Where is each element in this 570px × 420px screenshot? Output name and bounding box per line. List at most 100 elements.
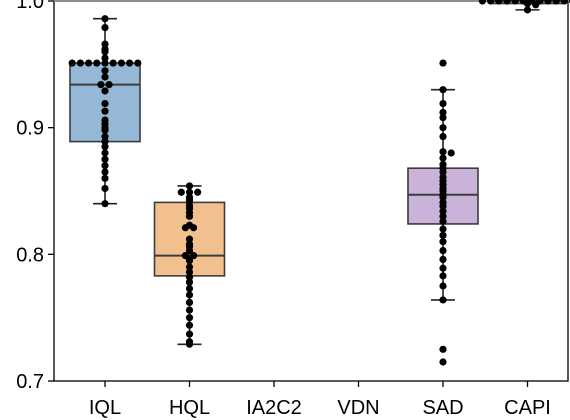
data-point bbox=[185, 188, 194, 196]
x-tick-label: CAPI bbox=[504, 397, 551, 419]
data-point bbox=[439, 296, 447, 304]
data-point bbox=[552, 0, 560, 5]
data-point bbox=[101, 54, 109, 62]
data-point bbox=[185, 268, 194, 276]
y-tick-label: 0.8 bbox=[16, 244, 44, 266]
data-point bbox=[101, 143, 109, 151]
data-point bbox=[185, 298, 194, 307]
data-point bbox=[101, 15, 109, 23]
y-tick-label: 0.9 bbox=[16, 118, 44, 140]
data-point bbox=[101, 59, 109, 67]
x-tick-label: IQL bbox=[89, 397, 121, 419]
data-point bbox=[185, 340, 194, 348]
data-point bbox=[544, 0, 552, 5]
box-group-capi bbox=[478, 0, 570, 14]
data-point bbox=[190, 224, 198, 232]
x-axis: IQL HQL IA2C2 VDN SAD CAPI bbox=[89, 381, 551, 419]
data-point bbox=[68, 59, 76, 67]
plot-frame bbox=[53, 0, 569, 382]
x-tick-label: SAD bbox=[422, 397, 463, 419]
data-point bbox=[439, 282, 447, 290]
data-point bbox=[101, 174, 109, 182]
data-point bbox=[185, 321, 194, 329]
data-point bbox=[439, 202, 447, 210]
data-point bbox=[439, 108, 447, 117]
data-point bbox=[439, 132, 447, 141]
x-tick-label: HQL bbox=[169, 397, 210, 419]
data-point bbox=[101, 149, 109, 157]
data-point bbox=[523, 0, 532, 8]
data-point bbox=[447, 149, 455, 157]
data-point bbox=[185, 235, 194, 243]
data-point bbox=[439, 217, 447, 225]
data-point bbox=[185, 273, 194, 281]
data-point bbox=[117, 59, 125, 67]
data-point bbox=[439, 113, 447, 122]
data-point bbox=[503, 0, 511, 5]
data-point bbox=[101, 126, 109, 134]
data-point bbox=[134, 59, 142, 67]
box-group-iql bbox=[68, 15, 142, 208]
data-point bbox=[439, 148, 447, 156]
data-point bbox=[185, 330, 194, 338]
x-tick-label: VDN bbox=[337, 397, 379, 419]
data-point bbox=[177, 188, 185, 196]
data-point bbox=[101, 48, 109, 56]
data-point bbox=[439, 154, 447, 162]
data-point bbox=[439, 345, 447, 353]
boxes-layer bbox=[68, 0, 570, 366]
data-point bbox=[105, 81, 113, 89]
data-point bbox=[439, 246, 447, 255]
data-point bbox=[439, 59, 447, 67]
data-point bbox=[109, 59, 117, 67]
data-point bbox=[439, 272, 447, 280]
data-point bbox=[101, 100, 109, 108]
data-point bbox=[439, 264, 447, 272]
data-point bbox=[185, 212, 194, 220]
data-point bbox=[185, 306, 194, 314]
data-point bbox=[185, 314, 194, 322]
data-point bbox=[76, 59, 84, 67]
y-tick-label: 1.0 bbox=[16, 0, 44, 13]
data-point bbox=[439, 231, 447, 239]
data-point bbox=[185, 246, 194, 255]
data-point bbox=[185, 182, 194, 190]
data-point bbox=[185, 284, 194, 293]
data-point bbox=[532, 1, 540, 9]
data-point bbox=[439, 255, 447, 263]
data-point bbox=[495, 0, 503, 5]
data-point bbox=[439, 207, 447, 215]
data-point bbox=[97, 81, 105, 89]
data-point bbox=[101, 168, 109, 176]
data-point bbox=[439, 238, 447, 246]
data-point bbox=[439, 212, 447, 220]
data-point bbox=[439, 358, 447, 366]
data-point bbox=[439, 86, 447, 94]
data-point bbox=[126, 59, 134, 67]
data-point bbox=[101, 162, 109, 170]
data-point bbox=[101, 138, 109, 146]
data-point bbox=[185, 291, 194, 299]
data-point bbox=[181, 224, 189, 232]
y-axis: 0.7 0.8 0.9 1.0 bbox=[16, 0, 54, 393]
data-point bbox=[439, 168, 447, 176]
x-tick-label: IA2C2 bbox=[246, 397, 302, 419]
data-point bbox=[101, 132, 109, 141]
data-point bbox=[93, 59, 101, 67]
data-point bbox=[85, 59, 93, 67]
data-point bbox=[523, 6, 532, 14]
data-point bbox=[439, 193, 447, 201]
data-point bbox=[560, 0, 568, 5]
data-point bbox=[101, 155, 109, 163]
data-point bbox=[478, 0, 486, 5]
data-point bbox=[101, 73, 109, 81]
data-point bbox=[439, 225, 447, 233]
data-point bbox=[101, 67, 109, 75]
data-point bbox=[194, 188, 202, 196]
box-group-sad bbox=[407, 59, 479, 366]
data-point bbox=[101, 24, 109, 32]
data-point bbox=[487, 0, 495, 5]
data-point bbox=[511, 0, 519, 5]
data-point bbox=[439, 124, 447, 132]
